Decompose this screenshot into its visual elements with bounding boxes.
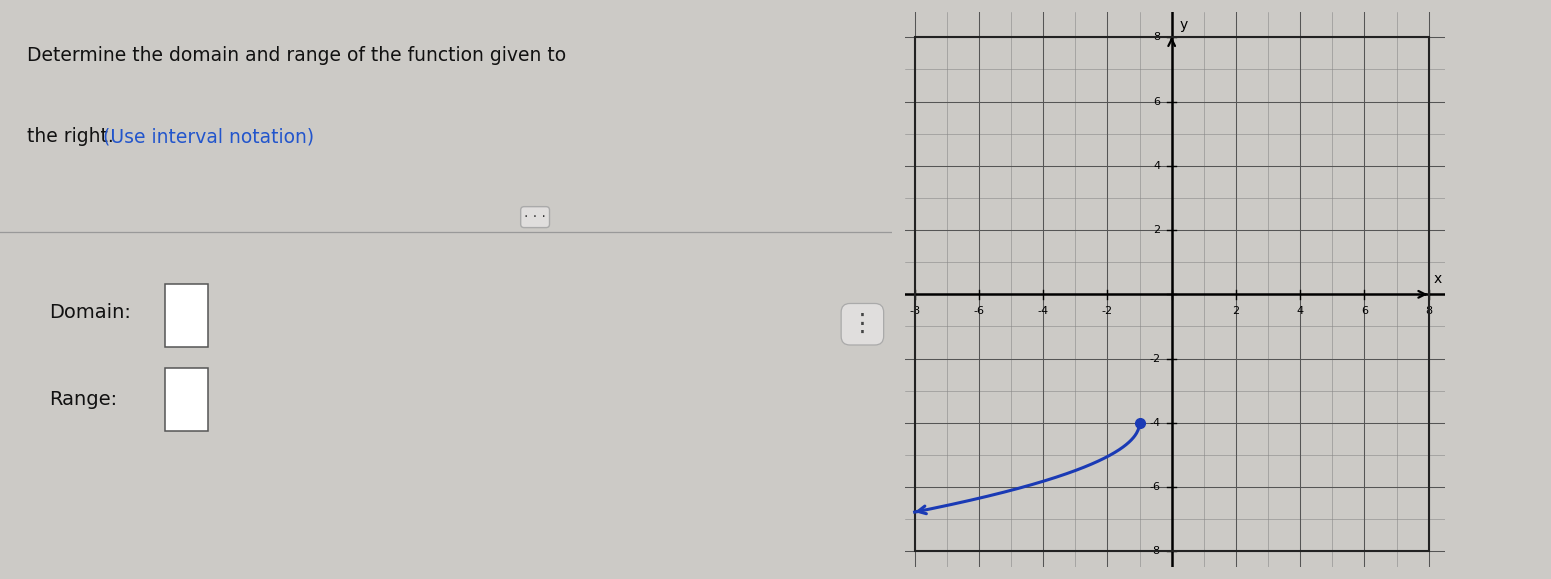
Text: -6: -6 [1149,482,1160,492]
Text: -4: -4 [1149,418,1160,428]
Text: 6: 6 [1360,306,1368,316]
Text: Domain:: Domain: [50,303,130,322]
Text: -8: -8 [1149,547,1160,556]
Text: -8: -8 [909,306,920,316]
Text: · · ·: · · · [524,210,546,224]
Text: 4: 4 [1154,161,1160,171]
Text: ⋮: ⋮ [850,312,875,336]
Text: (Use interval notation): (Use interval notation) [102,127,313,146]
Text: 8: 8 [1425,306,1432,316]
Text: Determine the domain and range of the function given to: Determine the domain and range of the fu… [26,46,566,65]
Text: -2: -2 [1101,306,1114,316]
Text: 8: 8 [1154,32,1160,42]
Text: 2: 2 [1154,225,1160,235]
Text: Range:: Range: [50,390,118,409]
Text: -2: -2 [1149,354,1160,364]
Text: 2: 2 [1233,306,1239,316]
Text: the right.: the right. [26,127,119,146]
Text: -6: -6 [974,306,985,316]
Text: 6: 6 [1154,97,1160,107]
Text: y: y [1180,19,1188,32]
FancyBboxPatch shape [164,284,208,347]
Text: -4: -4 [1038,306,1048,316]
FancyBboxPatch shape [164,368,208,431]
Text: x: x [1433,272,1442,286]
Text: 4: 4 [1297,306,1304,316]
